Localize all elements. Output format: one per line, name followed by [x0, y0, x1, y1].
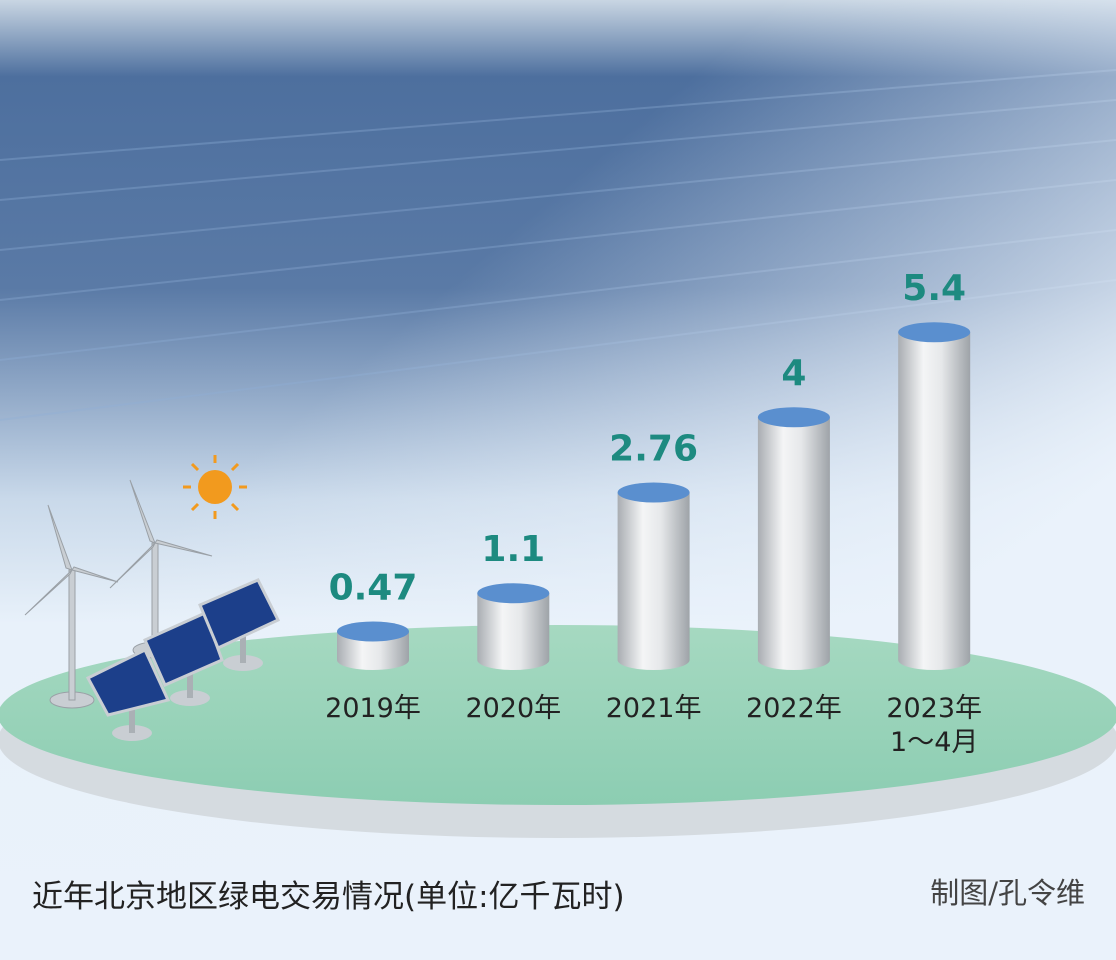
platform — [0, 625, 1116, 805]
value-label: 1.1 — [481, 529, 545, 570]
bar-top — [617, 482, 690, 503]
bar — [898, 332, 971, 670]
x-tick-label: 2023年 1～4月 — [886, 693, 982, 758]
value-label: 4 — [781, 353, 806, 394]
value-label: 0.47 — [329, 567, 418, 608]
x-tick-label: 2022年 — [746, 693, 842, 724]
chart-title: 近年北京地区绿电交易情况(单位:亿千瓦时) — [32, 879, 625, 915]
bar-top — [757, 407, 830, 428]
x-tick-label: 2019年 — [325, 693, 421, 724]
value-label: 2.76 — [609, 428, 698, 469]
bar-top — [898, 322, 971, 343]
sun — [183, 455, 247, 519]
credit: 制图/孔令维 — [930, 876, 1085, 910]
x-tick-label: 2020年 — [465, 693, 561, 724]
value-label: 5.4 — [902, 268, 966, 309]
bar-top — [477, 583, 550, 604]
bar — [617, 492, 690, 670]
x-tick-label: 2021年 — [606, 693, 702, 724]
bar-top — [337, 621, 409, 642]
bar — [757, 417, 830, 670]
bar — [477, 593, 550, 670]
bar — [337, 631, 409, 670]
solar-panel — [85, 578, 281, 741]
